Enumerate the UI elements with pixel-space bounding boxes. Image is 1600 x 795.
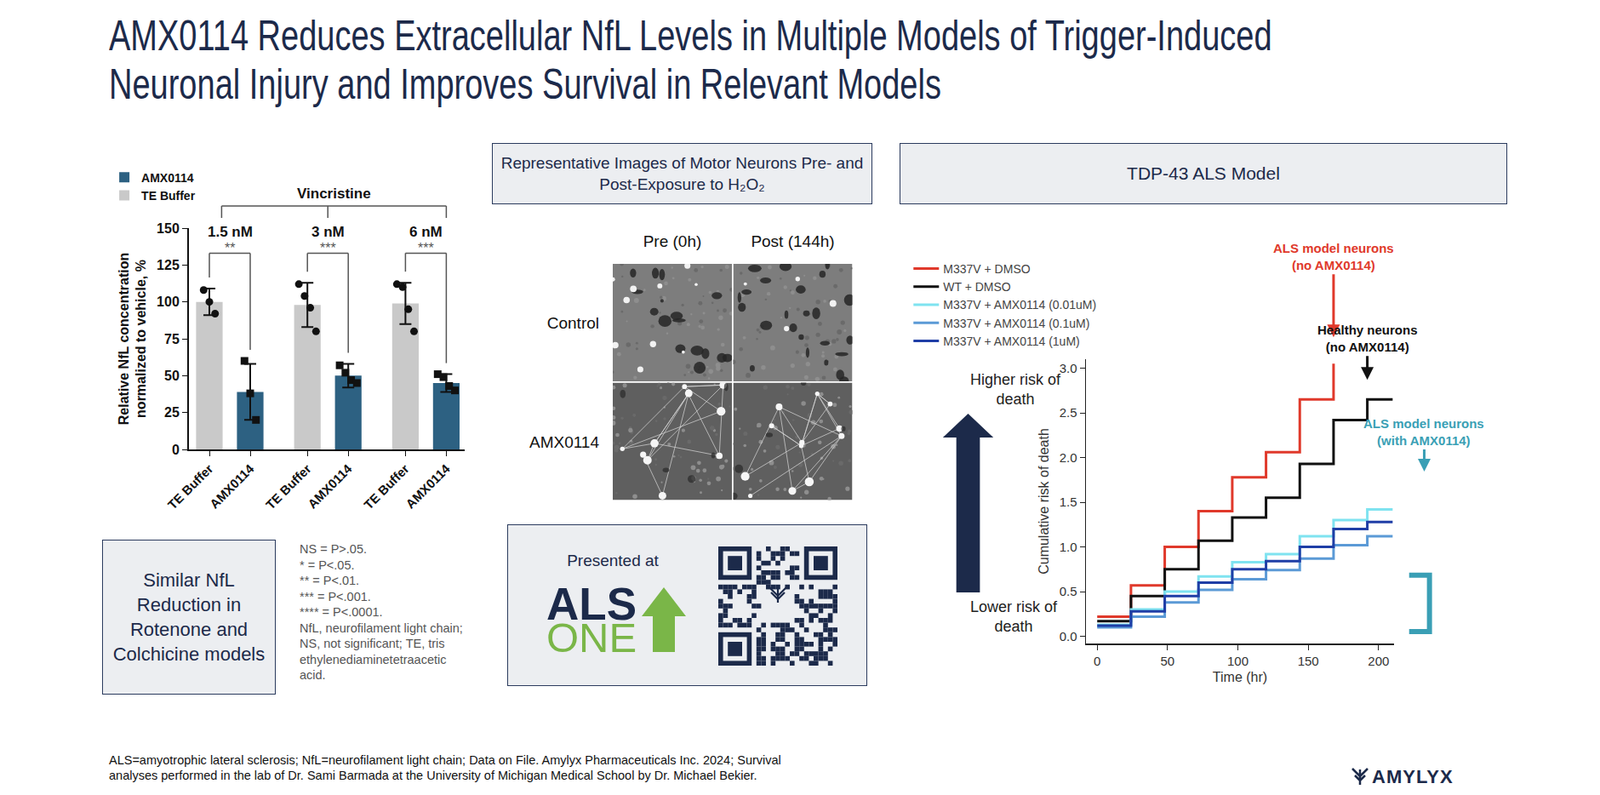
- html-text:Reduction in: Reduction in: [136, 594, 242, 616]
- svg-text:Higher risk ofdeath: Higher risk ofdeath: [970, 371, 1062, 408]
- html-text:ethylenediaminetetraacetic: ethylenediaminetetraacetic: [299, 652, 447, 666]
- svg-text:M337V + AMX0114 (1uM): M337V + AMX0114 (1uM): [942, 334, 1080, 349]
- html-text:**** = P<.0001.: **** = P<.0001.: [299, 605, 383, 619]
- html-text:Post-Exposure to H₂O₂: Post-Exposure to H₂O₂: [599, 175, 765, 194]
- html-text:NS, not significant; TE, tris: NS, not significant; TE, tris: [299, 636, 445, 651]
- svg-text:100: 100: [1227, 653, 1249, 669]
- svg-text:Relative NfL concentrationnorm: Relative NfL concentrationnormalized to …: [116, 252, 149, 425]
- html-text:*** = P<.001.: *** = P<.001.: [299, 589, 371, 603]
- html-text:acid.: acid.: [299, 668, 326, 682]
- svg-text:Healthy neurons(no AMX0114): Healthy neurons(no AMX0114): [1317, 322, 1418, 355]
- html-text:ALS=amyotrophic lateral sclero: ALS=amyotrophic lateral sclerosis; NfL=n…: [108, 753, 782, 767]
- svg-text:ONE: ONE: [546, 614, 637, 661]
- svg-text:150: 150: [1297, 653, 1320, 669]
- html-text:Presented at: Presented at: [566, 551, 659, 570]
- svg-text:75: 75: [164, 331, 180, 347]
- svg-text:***: ***: [320, 240, 337, 256]
- svg-text:1.5 nM: 1.5 nM: [207, 223, 253, 240]
- html-text:* = P<.05.: * = P<.05.: [299, 557, 355, 572]
- svg-text:TE Buffer: TE Buffer: [165, 461, 217, 513]
- svg-text:3 nM: 3 nM: [311, 223, 345, 240]
- html-text:TDP-43 ALS Model: TDP-43 ALS Model: [1126, 163, 1280, 183]
- html-text:Representative Images of Motor: Representative Images of Motor Neurons P…: [501, 154, 864, 172]
- svg-text:TE Buffer: TE Buffer: [360, 461, 412, 513]
- svg-text:ALS: ALS: [546, 578, 637, 629]
- svg-text:Pre (0h): Pre (0h): [643, 232, 703, 251]
- svg-text:M337V + AMX0114 (0.1uM): M337V + AMX0114 (0.1uM): [942, 316, 1090, 331]
- svg-text:Post (144h): Post (144h): [750, 232, 835, 251]
- svg-text:0: 0: [171, 442, 180, 458]
- svg-text:Lower risk ofdeath: Lower risk ofdeath: [970, 598, 1058, 635]
- html-text:Rotenone and: Rotenone and: [130, 618, 248, 640]
- html-text:Similar NfL: Similar NfL: [143, 569, 235, 591]
- svg-text:1.5: 1.5: [1059, 494, 1078, 509]
- svg-text:50: 50: [164, 368, 180, 383]
- svg-text:ALS model neurons(no AMX0114): ALS model neurons(no AMX0114): [1273, 240, 1395, 273]
- svg-text:WT + DMSO: WT + DMSO: [942, 280, 1012, 294]
- svg-text:6 nM: 6 nM: [409, 223, 443, 240]
- svg-text:1.0: 1.0: [1059, 539, 1078, 555]
- svg-text:***: ***: [417, 240, 435, 256]
- svg-text:AMX0114: AMX0114: [206, 460, 258, 511]
- svg-text:TE Buffer: TE Buffer: [262, 461, 315, 513]
- html-text:Colchicine models: Colchicine models: [112, 643, 265, 665]
- html-text:AMX0114 Reduces Extracellular: AMX0114 Reduces Extracellular NfL Levels…: [108, 11, 1272, 60]
- svg-text:TE Buffer: TE Buffer: [141, 188, 196, 203]
- svg-text:AMX0114: AMX0114: [529, 433, 600, 452]
- html-text:NfL, neurofilament light chain: NfL, neurofilament light chain;: [299, 620, 463, 635]
- svg-text:100: 100: [156, 294, 180, 309]
- svg-text:125: 125: [156, 257, 180, 273]
- svg-text:0.0: 0.0: [1059, 628, 1078, 644]
- svg-text:M337V + DMSO: M337V + DMSO: [942, 262, 1030, 276]
- html-text:NS = P>.05.: NS = P>.05.: [299, 542, 367, 556]
- svg-text:0.5: 0.5: [1059, 583, 1078, 599]
- svg-text:150: 150: [156, 221, 180, 236]
- svg-text:AMX0114: AMX0114: [402, 460, 453, 511]
- svg-text:50: 50: [1160, 653, 1176, 669]
- svg-text:2.0: 2.0: [1059, 450, 1078, 465]
- svg-text:AMX0114: AMX0114: [141, 171, 195, 185]
- svg-text:3.0: 3.0: [1059, 360, 1078, 376]
- svg-text:Cumulative risk of death: Cumulative risk of death: [1036, 428, 1052, 575]
- html-text:Neuronal Injury and Improves S: Neuronal Injury and Improves Survival in…: [108, 60, 942, 109]
- svg-text:2.5: 2.5: [1059, 405, 1078, 420]
- svg-text:M337V + AMX0114 (0.01uM): M337V + AMX0114 (0.01uM): [942, 297, 1097, 312]
- html-text:AMYLYX: AMYLYX: [1371, 765, 1454, 788]
- svg-text:0: 0: [1093, 653, 1101, 669]
- html-text:** = P<.01.: ** = P<.01.: [299, 573, 360, 588]
- svg-text:ALS model neurons(with AMX0114: ALS model neurons(with AMX0114): [1363, 416, 1485, 448]
- svg-text:200: 200: [1367, 653, 1389, 669]
- svg-text:AMX0114: AMX0114: [304, 460, 355, 511]
- svg-text:**: **: [224, 240, 235, 256]
- html-text:analyses performed in the lab: analyses performed in the lab of Dr. Sam…: [108, 768, 758, 783]
- svg-text:Time (hr): Time (hr): [1212, 669, 1268, 685]
- svg-text:Control: Control: [547, 314, 600, 332]
- svg-text:Vincristine: Vincristine: [297, 185, 372, 202]
- svg-text:25: 25: [164, 405, 180, 420]
